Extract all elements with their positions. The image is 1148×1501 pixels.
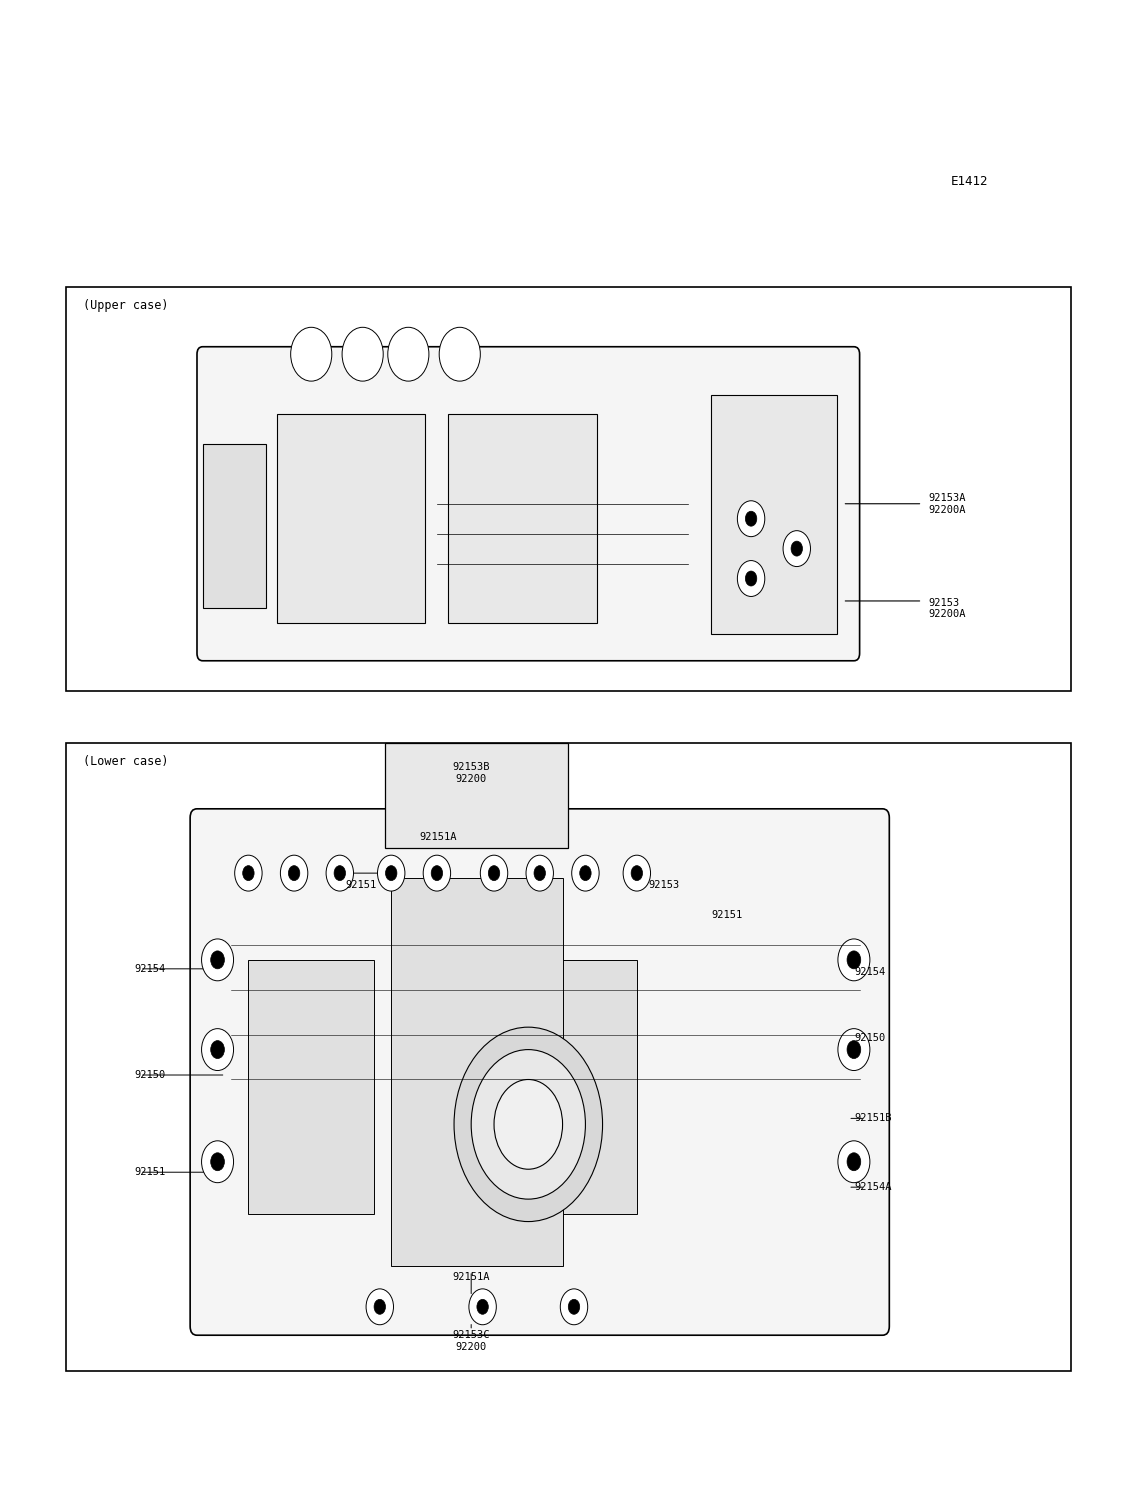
Text: 92151: 92151 — [711, 910, 743, 920]
Circle shape — [468, 1289, 496, 1325]
Circle shape — [847, 1040, 861, 1058]
Circle shape — [471, 1049, 585, 1199]
Circle shape — [488, 866, 499, 881]
Text: 92151: 92151 — [346, 880, 377, 890]
Circle shape — [234, 856, 262, 892]
Circle shape — [534, 866, 545, 881]
Circle shape — [580, 866, 591, 881]
Text: 92153B
92200: 92153B 92200 — [452, 763, 490, 784]
Text: 92150: 92150 — [134, 1070, 165, 1081]
Text: 92153A
92200A: 92153A 92200A — [928, 492, 965, 515]
Bar — [65, 743, 1071, 1370]
Circle shape — [838, 1028, 870, 1070]
Circle shape — [290, 327, 332, 381]
Text: (Upper case): (Upper case) — [83, 299, 169, 312]
Circle shape — [480, 856, 507, 892]
Circle shape — [838, 1141, 870, 1183]
Circle shape — [631, 866, 643, 881]
Circle shape — [211, 1040, 224, 1058]
Bar — [65, 287, 1071, 690]
Bar — [203, 444, 265, 608]
Text: 92151B: 92151B — [854, 1114, 891, 1123]
Circle shape — [560, 1289, 588, 1325]
Circle shape — [378, 856, 405, 892]
Bar — [391, 878, 563, 1267]
Circle shape — [388, 327, 429, 381]
Circle shape — [386, 866, 397, 881]
Circle shape — [211, 1153, 224, 1171]
Text: MOTORPARTS: MOTORPARTS — [615, 998, 829, 1027]
Circle shape — [432, 866, 443, 881]
Text: 92154A: 92154A — [854, 1183, 891, 1192]
Circle shape — [745, 512, 757, 527]
Circle shape — [211, 952, 224, 968]
Circle shape — [791, 542, 802, 555]
Text: E1412: E1412 — [951, 174, 988, 188]
Circle shape — [202, 940, 233, 980]
Circle shape — [334, 866, 346, 881]
Circle shape — [572, 856, 599, 892]
Circle shape — [202, 1028, 233, 1070]
Circle shape — [280, 856, 308, 892]
Text: 92153C
92200: 92153C 92200 — [452, 1330, 490, 1352]
Circle shape — [342, 327, 383, 381]
FancyBboxPatch shape — [191, 809, 890, 1336]
Text: 92151A: 92151A — [420, 832, 457, 842]
Bar — [511, 959, 637, 1214]
Circle shape — [737, 501, 765, 537]
Circle shape — [783, 531, 810, 566]
Circle shape — [847, 1153, 861, 1171]
Bar — [386, 743, 568, 848]
Circle shape — [745, 570, 757, 585]
Text: 92151A: 92151A — [452, 1271, 490, 1282]
Bar — [449, 414, 597, 623]
Text: 92154: 92154 — [854, 967, 885, 977]
Circle shape — [424, 856, 451, 892]
Text: 92150: 92150 — [854, 1033, 885, 1043]
Circle shape — [476, 1300, 488, 1315]
Circle shape — [202, 1141, 233, 1183]
Circle shape — [737, 560, 765, 596]
Circle shape — [366, 1289, 394, 1325]
Circle shape — [288, 866, 300, 881]
Circle shape — [326, 856, 354, 892]
Text: 92154: 92154 — [134, 964, 165, 974]
Bar — [248, 959, 374, 1214]
Circle shape — [440, 327, 480, 381]
FancyBboxPatch shape — [197, 347, 860, 660]
Bar — [711, 395, 837, 633]
Text: 92151: 92151 — [134, 1168, 165, 1177]
Text: OEM: OEM — [465, 889, 683, 971]
Text: 92153: 92153 — [649, 880, 680, 890]
Circle shape — [455, 1027, 603, 1222]
Circle shape — [526, 856, 553, 892]
Circle shape — [242, 866, 254, 881]
Text: (Lower case): (Lower case) — [83, 755, 169, 769]
Circle shape — [623, 856, 651, 892]
Text: 92153
92200A: 92153 92200A — [928, 597, 965, 620]
Circle shape — [838, 940, 870, 980]
Circle shape — [568, 1300, 580, 1315]
Circle shape — [494, 1079, 563, 1169]
Circle shape — [847, 952, 861, 968]
Bar — [277, 414, 426, 623]
Circle shape — [374, 1300, 386, 1315]
